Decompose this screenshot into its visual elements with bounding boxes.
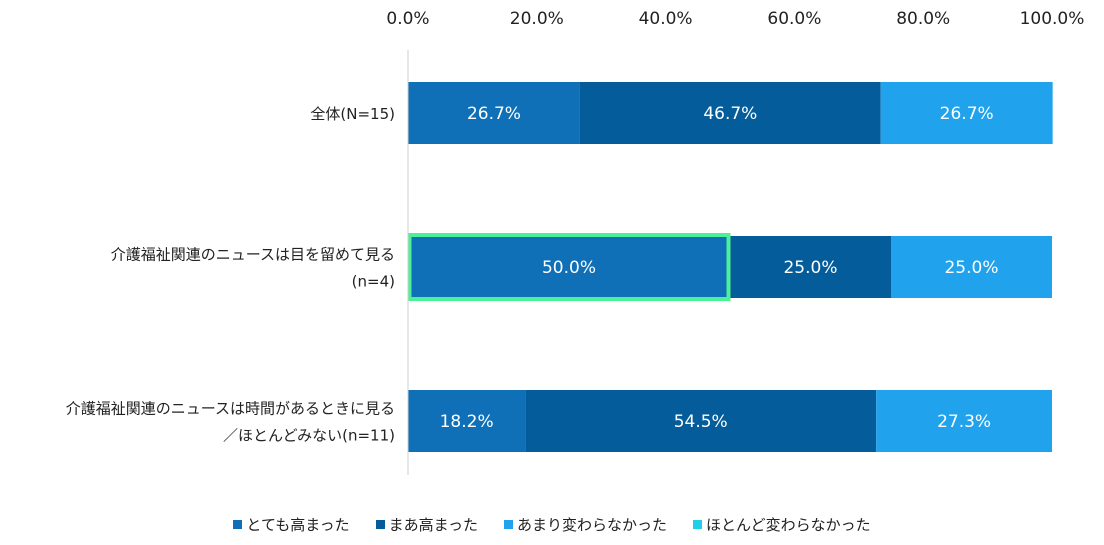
bar-segment xyxy=(408,82,580,144)
bar-segment xyxy=(876,390,1052,452)
category-label: 介護福祉関連のニュースは目を留めて見る xyxy=(111,246,395,264)
bar-value-label: 25.0% xyxy=(783,258,837,278)
legend-item: あまり変わらなかった xyxy=(504,514,667,535)
bar-value-label: 27.3% xyxy=(937,412,991,432)
bar-value-label: 50.0% xyxy=(542,258,596,278)
legend-item: とても高まった xyxy=(233,514,350,535)
legend-swatch xyxy=(375,519,385,529)
legend-swatch xyxy=(233,519,243,529)
bar-segment xyxy=(730,236,891,298)
category-label: 全体(N=15) xyxy=(310,105,395,123)
bar-value-label: 18.2% xyxy=(440,412,494,432)
legend-item: ほとんど変わらなかった xyxy=(693,514,871,535)
legend-label: ほとんど変わらなかった xyxy=(706,515,871,534)
stacked-bar-chart: 0.0% 20.0% 40.0% 60.0% 80.0% 100.0% 26.7% 46.7%… xyxy=(66,9,1085,475)
legend-label: とても高まった xyxy=(246,515,350,534)
bar-value-label: 54.5% xyxy=(674,412,728,432)
x-tick-label: 0.0% xyxy=(386,9,429,29)
bar-value-label: 25.0% xyxy=(944,258,998,278)
category-label: 介護福祉関連のニュースは時間があるときに見る xyxy=(66,400,395,418)
legend-swatch xyxy=(693,519,703,529)
legend-swatch xyxy=(504,519,514,529)
legend-item: まあ高まった xyxy=(375,514,479,535)
bar-segment xyxy=(891,236,1052,298)
category-label: (n=4) xyxy=(352,273,395,291)
bar-segment xyxy=(408,390,526,452)
x-tick-label: 20.0% xyxy=(510,9,564,29)
bar-value-label: 26.7% xyxy=(940,104,994,124)
category-label: ／ほとんどみない(n=11) xyxy=(223,427,395,445)
x-tick-label: 100.0% xyxy=(1020,9,1085,29)
chart-legend: とても高まった まあ高まった あまり変わらなかった ほとんど変わらなかった xyxy=(0,511,1104,537)
x-tick-label: 80.0% xyxy=(896,9,950,29)
x-tick-label: 40.0% xyxy=(639,9,693,29)
bar-value-label: 26.7% xyxy=(467,104,521,124)
bar-segment xyxy=(880,82,1053,144)
bar-segment xyxy=(579,82,881,144)
bar-value-label: 46.7% xyxy=(703,104,757,124)
bar-segment xyxy=(525,390,877,452)
legend-label: まあ高まった xyxy=(388,515,479,534)
bar-segment xyxy=(408,236,730,298)
x-tick-label: 60.0% xyxy=(767,9,821,29)
highlight-box xyxy=(407,233,731,301)
legend-label: あまり変わらなかった xyxy=(517,515,668,534)
